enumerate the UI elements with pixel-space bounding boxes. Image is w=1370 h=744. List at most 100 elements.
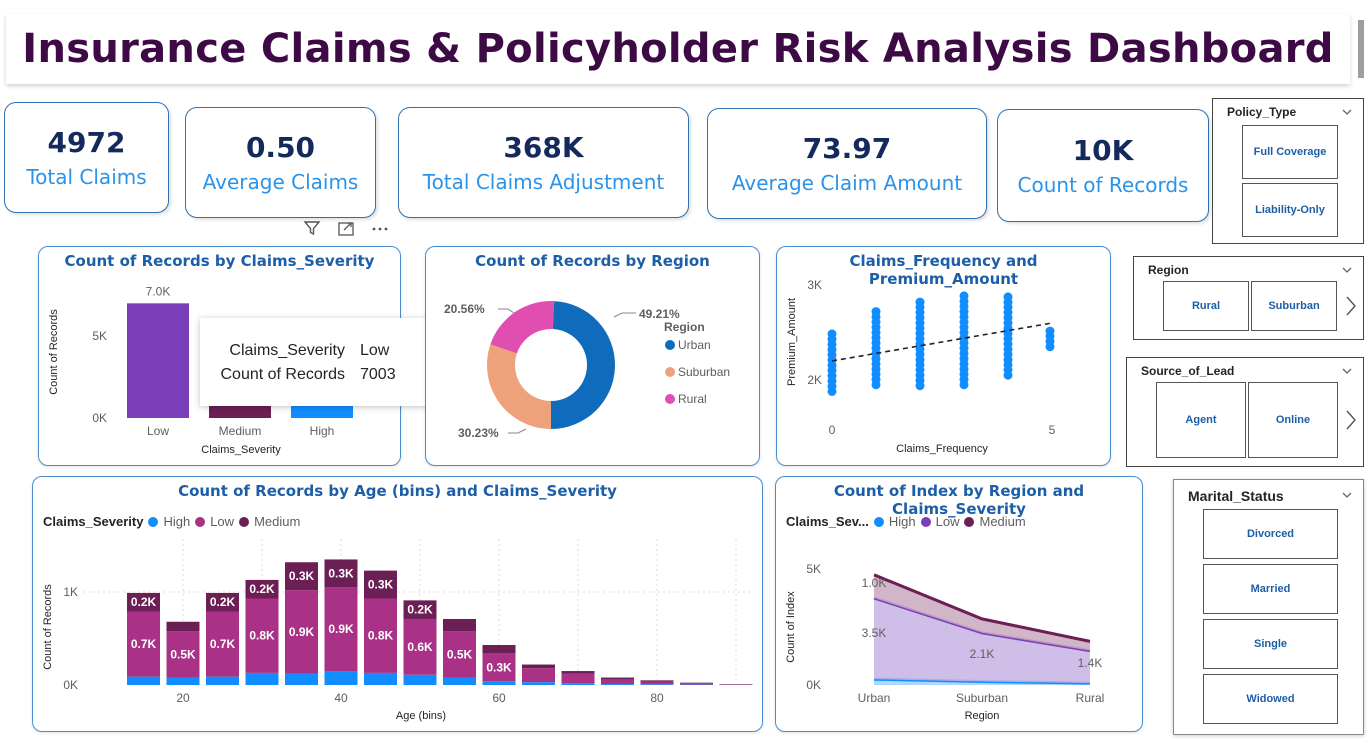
legend-item-high[interactable]: High: [888, 514, 916, 529]
chart-title: Count of Records by Region: [475, 252, 710, 270]
bar-segment-medium: [601, 677, 634, 680]
legend-item-rural: Rural: [678, 392, 707, 406]
slicer-option-divorced[interactable]: Divorced: [1203, 509, 1338, 559]
trend-line: [831, 322, 1053, 362]
chart-card-index-region[interactable]: Count of Index by Region and Claims_Seve…: [775, 476, 1143, 732]
legend-dot-suburban: [665, 367, 675, 377]
bar-segment-high: [640, 684, 674, 685]
kpi-label: Average Claims: [202, 170, 359, 194]
y-tick-label: 3K: [807, 278, 822, 292]
chevron-right-icon[interactable]: [1344, 294, 1358, 318]
slicer-option-full-coverage[interactable]: Full Coverage: [1242, 125, 1338, 179]
bar-segment-low: [324, 587, 358, 672]
chart-card-claims-severity[interactable]: Count of Records by Claims_Severity 0K 5K…: [38, 246, 401, 466]
kpi-average-claims[interactable]: 0.50 Average Claims: [185, 107, 376, 218]
legend-item-low[interactable]: Low: [210, 514, 235, 529]
slicer-option-suburban[interactable]: Suburban: [1251, 281, 1337, 331]
area-medium: [874, 574, 1090, 651]
bar-segment-high: [522, 682, 555, 685]
kpi-total-claims[interactable]: 4972 Total Claims: [4, 102, 169, 213]
data-label: 3.5K: [862, 626, 887, 640]
legend-item-medium[interactable]: Medium: [254, 514, 301, 529]
bar-segment-low: [443, 631, 476, 678]
kpi-label: Average Claim Amount: [731, 171, 963, 195]
bar-segment-low: [522, 668, 555, 683]
bar-segment-high: [166, 677, 200, 685]
chevron-down-icon[interactable]: [1341, 264, 1353, 276]
legend-item-urban: Urban: [678, 338, 711, 352]
kpi-average-claim-amount[interactable]: 73.97 Average Claim Amount: [707, 108, 987, 219]
slicer-option-liability-only[interactable]: Liability-Only: [1242, 183, 1338, 237]
bar-segment-medium: [245, 579, 279, 599]
data-label: 0.2K: [131, 595, 157, 609]
data-label: 0.8K: [368, 629, 394, 643]
age-severity-stacked-chart: 0K 1K Count of Records 20 40 60 80 Age (bins) 0.…: [42, 539, 753, 722]
kpi-count-of-records[interactable]: 10K Count of Records: [997, 109, 1209, 222]
more-options-icon[interactable]: [370, 218, 390, 238]
x-axis-title: Age (bins): [396, 710, 446, 722]
data-label: 0.9K: [289, 625, 315, 639]
page-title: Insurance Claims & Policyholder Risk Ana…: [22, 26, 1334, 72]
legend-dot-low: [195, 516, 206, 527]
y-tick-label: 0K: [63, 678, 78, 692]
tooltip-key: Claims_Severity: [229, 342, 345, 359]
bar-segment-high: [324, 671, 358, 685]
bar-segment-medium: [166, 621, 200, 632]
data-label: 0.2K: [210, 595, 236, 609]
y-axis-title: Count of Records: [48, 309, 60, 395]
slicer-title: Policy_Type: [1227, 105, 1297, 119]
slicer-option-online[interactable]: Online: [1248, 382, 1338, 458]
slicer-option-married[interactable]: Married: [1203, 564, 1338, 614]
legend-dot-medium: [239, 516, 250, 527]
legend-dot-rural: [665, 394, 675, 404]
data-label: 0.5K: [170, 647, 196, 661]
region-donut-chart: 49.21% 30.23% 20.56% Region Urban Suburban Rur…: [444, 301, 730, 440]
kpi-total-claims-adjustment[interactable]: 368K Total Claims Adjustment: [398, 107, 689, 218]
chevron-down-icon[interactable]: [1341, 365, 1353, 377]
focus-mode-icon[interactable]: [336, 218, 356, 238]
data-label: 0.9K: [328, 622, 354, 636]
x-tick-label: 40: [334, 691, 348, 705]
filter-icon[interactable]: [302, 218, 322, 238]
data-label-rural: 20.56%: [444, 302, 485, 316]
kpi-value: 368K: [503, 131, 584, 164]
data-label: 0.3K: [289, 569, 315, 583]
legend-item-medium[interactable]: Medium: [979, 514, 1026, 529]
slicer-option-widowed[interactable]: Widowed: [1203, 674, 1338, 724]
donut-slice-urban: [550, 301, 615, 429]
chart-tooltip: Claims_Severity Low Count of Records 700…: [200, 318, 430, 406]
chart-title: Claims_Frequency and Premium_Amount: [849, 252, 1038, 288]
chart-card-age-severity[interactable]: Count of Records by Age (bins) and Claim…: [32, 476, 763, 732]
index-region-area-chart: 0K 5K Count of Index Urban Suburban Rural Regi…: [785, 562, 1104, 722]
legend-item-low[interactable]: Low: [935, 514, 960, 529]
kpi-value: 4972: [47, 126, 126, 159]
legend-dot-urban: [665, 340, 675, 350]
legend-dot-low: [920, 516, 931, 527]
kpi-value: 0.50: [245, 131, 316, 164]
scrollbar-thumb[interactable]: [1358, 20, 1364, 78]
chart-legend: Claims_Sev... High Low Medium: [786, 514, 1026, 529]
chart-card-frequency-premium[interactable]: Claims_Frequency and Premium_Amount 2K 3K…: [776, 246, 1111, 466]
bar-segment-medium: [206, 592, 239, 612]
chevron-down-icon[interactable]: [1341, 489, 1353, 501]
slicer-option-rural[interactable]: Rural: [1163, 281, 1249, 331]
data-label-suburban: 30.23%: [458, 426, 499, 440]
bar-segment-medium: [285, 562, 318, 591]
data-label: 0.6K: [407, 640, 433, 654]
kpi-label: Count of Records: [1017, 173, 1189, 197]
chevron-down-icon[interactable]: [1341, 106, 1353, 118]
scatter-point: [871, 307, 881, 317]
y-tick-label: 1K: [63, 585, 78, 599]
leader-line: [498, 308, 515, 314]
x-tick-label: 80: [650, 691, 664, 705]
donut-slice-suburban: [487, 344, 551, 429]
legend-dot-high: [148, 516, 159, 527]
legend-dot-medium: [964, 516, 975, 527]
slicer-policy-type: Policy_Type Full Coverage Liability-Only: [1212, 98, 1364, 244]
chart-card-region-donut[interactable]: Count of Records by Region 49.21% 30.23% 2…: [425, 246, 760, 466]
chevron-right-icon[interactable]: [1344, 408, 1358, 432]
slicer-option-single[interactable]: Single: [1203, 619, 1338, 669]
legend-item-high[interactable]: High: [163, 514, 191, 529]
slicer-option-agent[interactable]: Agent: [1156, 382, 1246, 458]
x-tick-label: 20: [176, 691, 190, 705]
